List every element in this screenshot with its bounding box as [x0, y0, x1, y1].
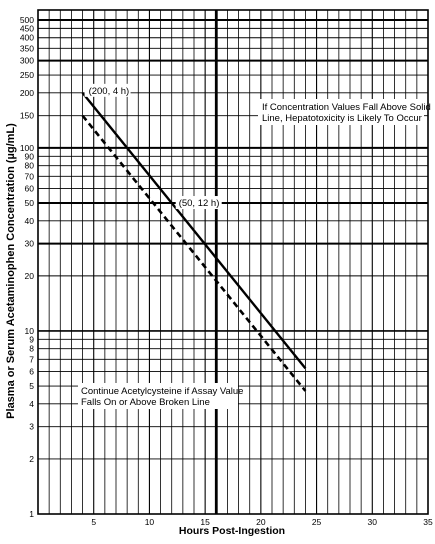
tick-labels: 1234567891020304050607080901001502002503… [20, 15, 433, 527]
y-tick-label: 40 [25, 216, 35, 226]
x-tick-label: 20 [256, 517, 266, 527]
y-tick-label: 8 [29, 344, 34, 354]
annotation-bg [78, 383, 238, 409]
y-tick-label: 60 [25, 184, 35, 194]
y-tick-label: 350 [20, 43, 34, 53]
annotation-point-200-4h: (200, 4 h) [89, 86, 130, 97]
y-tick-label: 3 [29, 422, 34, 432]
x-tick-label: 35 [423, 517, 433, 527]
x-tick-label: 15 [200, 517, 210, 527]
y-tick-label: 5 [29, 381, 34, 391]
annotation-point-50-12h: (50, 12 h) [179, 198, 220, 209]
hepatotoxicity-note-line: Line, Hepatotoxicity is Likely To Occur [262, 113, 422, 124]
y-tick-label: 200 [20, 88, 34, 98]
y-tick-label: 150 [20, 111, 34, 121]
y-tick-label: 9 [29, 334, 34, 344]
y-tick-label: 100 [20, 143, 34, 153]
x-axis-title: Hours Post-Ingestion [179, 525, 285, 537]
y-axis-title: Plasma or Serum Acetaminophen Concentrat… [5, 123, 17, 419]
y-tick-label: 80 [25, 161, 35, 171]
y-tick-label: 20 [25, 271, 35, 281]
acetylcysteine-note-line: Continue Acetylcysteine if Assay Value [81, 386, 243, 397]
x-tick-label: 25 [312, 517, 322, 527]
y-tick-label: 450 [20, 23, 34, 33]
x-tick-label: 30 [368, 517, 378, 527]
x-tick-label: 10 [145, 517, 155, 527]
annotations: (200, 4 h) (50, 12 h) If Concentration Val… [78, 83, 431, 409]
y-tick-label: 7 [29, 354, 34, 364]
y-tick-label: 1 [29, 509, 34, 519]
solid-line-series [81, 92, 307, 370]
y-tick-label: 500 [20, 15, 34, 25]
y-tick-label: 50 [25, 198, 35, 208]
acetylcysteine-note-line: Falls On or Above Broken Line [81, 397, 210, 408]
y-tick-label: 4 [29, 399, 34, 409]
y-tick-label: 2 [29, 454, 34, 464]
annotation-bg [258, 99, 424, 125]
x-tick-label: 5 [91, 517, 96, 527]
y-tick-label: 400 [20, 33, 34, 43]
y-tick-label: 90 [25, 151, 35, 161]
y-tick-label: 30 [25, 239, 35, 249]
plot-frame [37, 9, 429, 515]
dashed-line-series [81, 114, 307, 392]
y-tick-label: 6 [29, 367, 34, 377]
y-tick-label: 70 [25, 171, 35, 181]
y-tick-label: 300 [20, 56, 34, 66]
y-tick-label: 250 [20, 70, 34, 80]
annotation-bg [84, 83, 131, 97]
y-tick-label: 10 [25, 326, 35, 336]
series-lines [81, 92, 307, 392]
annotation-bg [175, 196, 222, 210]
hepatotoxicity-note-line: If Concentration Values Fall Above Solid [262, 102, 431, 113]
